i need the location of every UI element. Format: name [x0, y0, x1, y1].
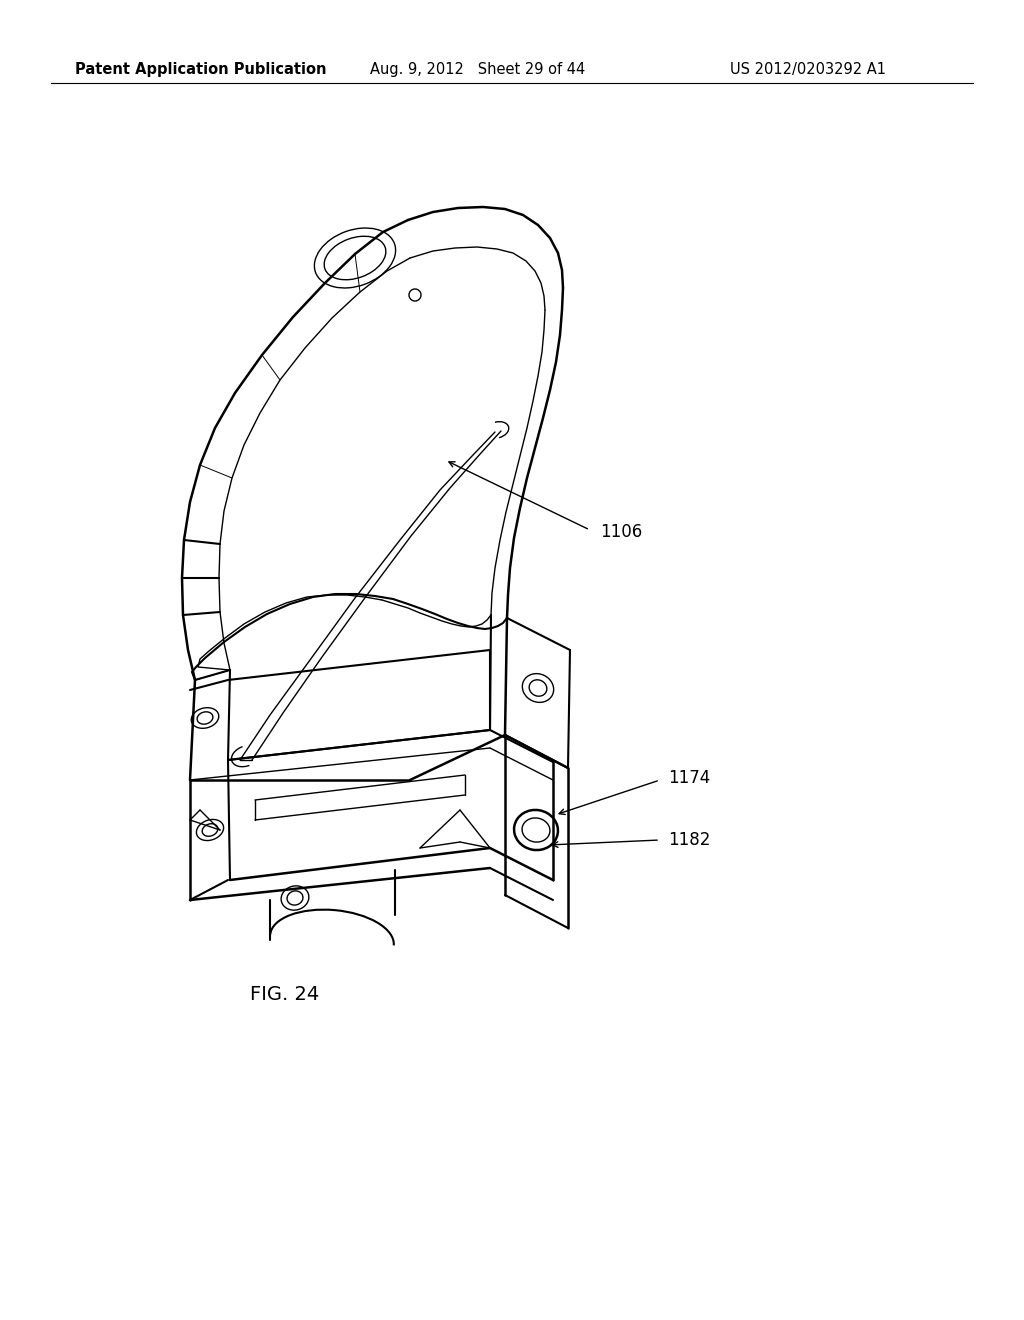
Text: 1182: 1182 — [668, 832, 711, 849]
Text: FIG. 24: FIG. 24 — [250, 985, 319, 1005]
Text: 1174: 1174 — [668, 770, 711, 787]
Text: Patent Application Publication: Patent Application Publication — [75, 62, 327, 77]
Text: 1106: 1106 — [600, 523, 642, 541]
Text: Aug. 9, 2012   Sheet 29 of 44: Aug. 9, 2012 Sheet 29 of 44 — [370, 62, 586, 77]
Text: US 2012/0203292 A1: US 2012/0203292 A1 — [730, 62, 886, 77]
